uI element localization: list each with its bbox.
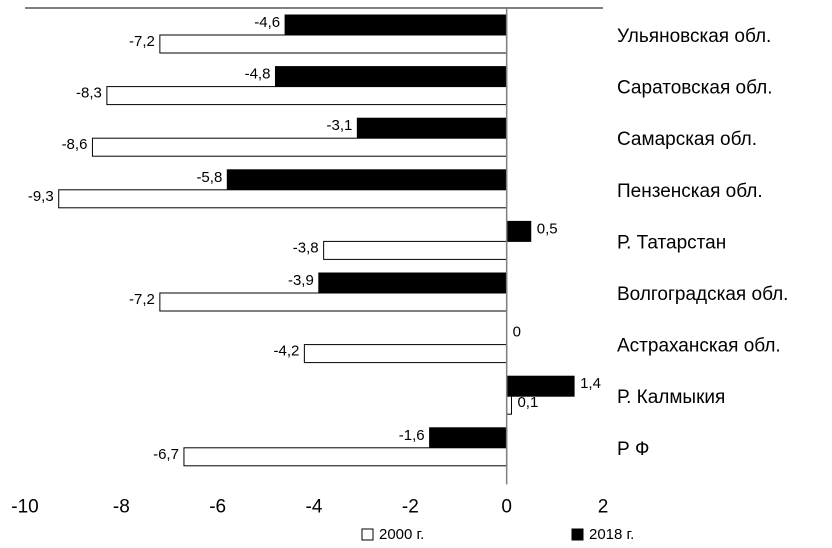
value-label: -9,3 [28,188,54,205]
category-label: Саратовская обл. [617,78,772,99]
bar [274,66,508,88]
category-label: Р. Татарстан [617,232,726,253]
value-label: 0,5 [537,220,558,237]
value-label: -3,8 [293,239,319,256]
value-label: -6,7 [153,446,179,463]
bar [303,344,508,364]
value-label: 0 [513,324,521,341]
legend-label: 2018 г. [589,526,634,543]
value-label: -8,6 [62,136,88,153]
value-label: -4,2 [274,343,300,360]
value-label: -7,2 [129,33,155,50]
bar [183,447,508,467]
category-label: Пензенская обл. [617,181,763,202]
bar [506,220,532,242]
value-label: -7,2 [129,291,155,308]
category-label: Ульяновская обл. [617,26,771,47]
category-label: Р Ф [617,439,649,460]
bar [58,189,508,209]
bar [159,34,508,54]
value-label: -3,1 [326,117,352,134]
bar [323,240,508,260]
bar [356,117,508,139]
value-label: -5,8 [196,169,222,186]
value-label: -4,8 [245,66,271,83]
value-label: 1,4 [580,375,601,392]
bar [106,86,508,106]
value-label: -8,3 [76,85,102,102]
bar [318,272,508,294]
legend-swatch [571,528,584,541]
bar [284,14,508,36]
bar [159,292,508,312]
x-tick-label: -6 [209,496,226,517]
category-label: Волгоградская обл. [617,284,788,305]
value-label: -1,6 [399,427,425,444]
x-tick-label: -4 [306,496,323,517]
category-label: Самарская обл. [617,129,757,150]
legend-label: 2000 г. [379,526,424,543]
bar [91,137,508,157]
bar [429,427,508,449]
x-tick-label: -8 [113,496,130,517]
value-label: -3,9 [288,272,314,289]
category-label: Астраханская обл. [617,336,781,357]
bar [226,169,508,191]
x-tick-label: 2 [598,496,609,517]
x-tick-label: 0 [501,496,512,517]
x-tick-label: -2 [402,496,419,517]
legend-swatch [361,528,374,541]
value-label: -4,6 [254,14,280,31]
category-label: Р. Калмыкия [617,387,725,408]
x-tick-label: -10 [11,496,38,517]
value-label: 0,1 [517,394,538,411]
